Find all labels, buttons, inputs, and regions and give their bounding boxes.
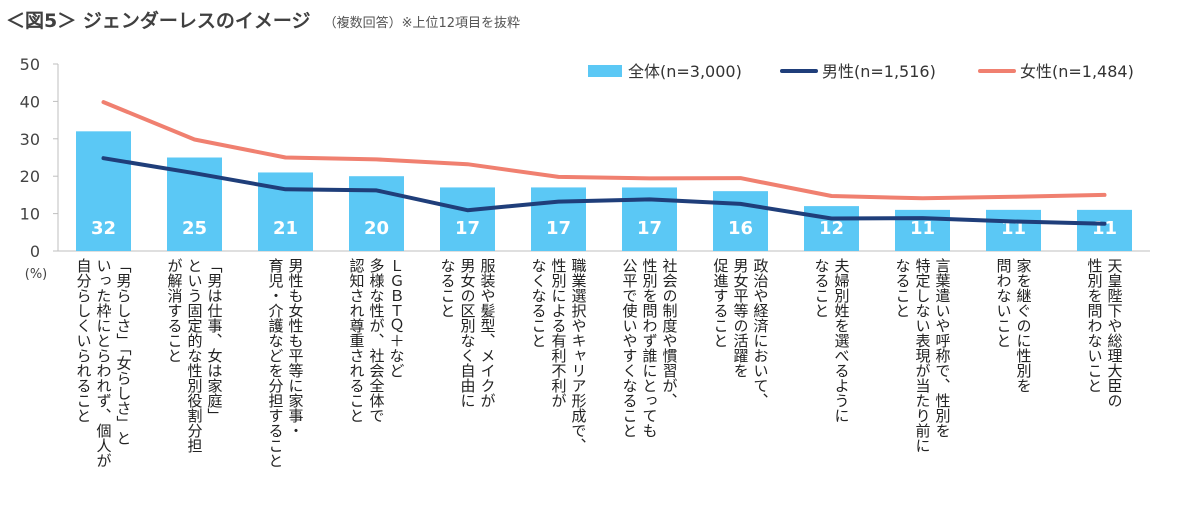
- x-tick-label: 職業選択やキャリア形成で、 性別による有利不利が なくなること: [529, 258, 588, 453]
- legend-label: 女性(n=1,484): [1020, 62, 1134, 81]
- y-tick-label: 20: [20, 167, 40, 186]
- bar-data-label: 11: [1092, 218, 1117, 239]
- x-tick-label: 天皇陛下や総理大臣の 性別を問わないこと: [1085, 258, 1124, 408]
- x-tick-label: ＬＧＢＴＱ＋など 多様な性が、社会全体で 認知され尊重されること: [347, 258, 406, 423]
- x-tick-label: 家を継ぐのに性別を 問わないこと: [994, 258, 1033, 393]
- bar-data-label: 17: [455, 218, 480, 239]
- chart-title-main: ＜図5＞ ジェンダーレスのイメージ: [6, 10, 311, 32]
- y-tick-label: 0: [30, 242, 40, 261]
- bar-data-label: 25: [182, 218, 207, 239]
- x-tick-label: 言葉遣いや呼称で、性別を 特定しない表現が当たり前に なること: [893, 258, 952, 453]
- x-tick-label: 夫婦別姓を選べるように なること: [812, 258, 851, 423]
- bar-data-label: 21: [273, 218, 298, 239]
- bar: [440, 187, 495, 251]
- x-tick-label: 政治や経済において、 男女平等の活躍を 促進すること: [711, 258, 770, 408]
- chart-title-sub: （複数回答）※上位12項目を抜粋: [323, 16, 520, 31]
- x-tick-label: 社会の制度や慣習が、 性別を問わず誰にとっても 公平で使いやすくなること: [620, 258, 679, 438]
- y-tick-label: 10: [20, 205, 40, 224]
- bar: [531, 187, 586, 251]
- x-tick-label: 「男は仕事、女は家庭」 という固定的な性別役割分担 が解消すること: [165, 258, 224, 453]
- legend-label: 全体(n=3,000): [628, 62, 742, 81]
- x-tick-label: 「男らしさ」「女らしさ」と いった枠にとらわれず、個人が 自分らしくいられること: [74, 258, 133, 468]
- bar-data-label: 32: [91, 218, 116, 239]
- x-tick-label: 服装や髪型、メイクが 男女の区別なく自由に なること: [438, 258, 497, 408]
- bar-data-label: 12: [819, 218, 844, 239]
- bar: [1077, 209, 1132, 251]
- y-tick-label: 30: [20, 130, 40, 149]
- bar-data-label: 16: [728, 218, 753, 239]
- bar: [76, 131, 131, 251]
- y-tick-label: 50: [20, 55, 40, 74]
- legend-swatch-bar: [588, 65, 622, 77]
- bar: [986, 209, 1041, 251]
- series-line: [101, 100, 1107, 201]
- x-tick-label: 男性も女性も平等に家事・ 育児・介護などを分担すること: [266, 258, 305, 468]
- chart-title: ＜図5＞ ジェンダーレスのイメージ （複数回答）※上位12項目を抜粋: [6, 6, 520, 36]
- bar-data-label: 17: [637, 218, 662, 239]
- legend-label: 男性(n=1,516): [822, 62, 936, 81]
- series-line: [101, 156, 1107, 226]
- bar-data-label: 11: [910, 218, 935, 239]
- bar-data-label: 20: [364, 218, 389, 239]
- y-tick-label: 40: [20, 92, 40, 111]
- y-axis-unit-label: (%): [25, 267, 48, 282]
- bar: [349, 176, 404, 251]
- bar-data-label: 17: [546, 218, 571, 239]
